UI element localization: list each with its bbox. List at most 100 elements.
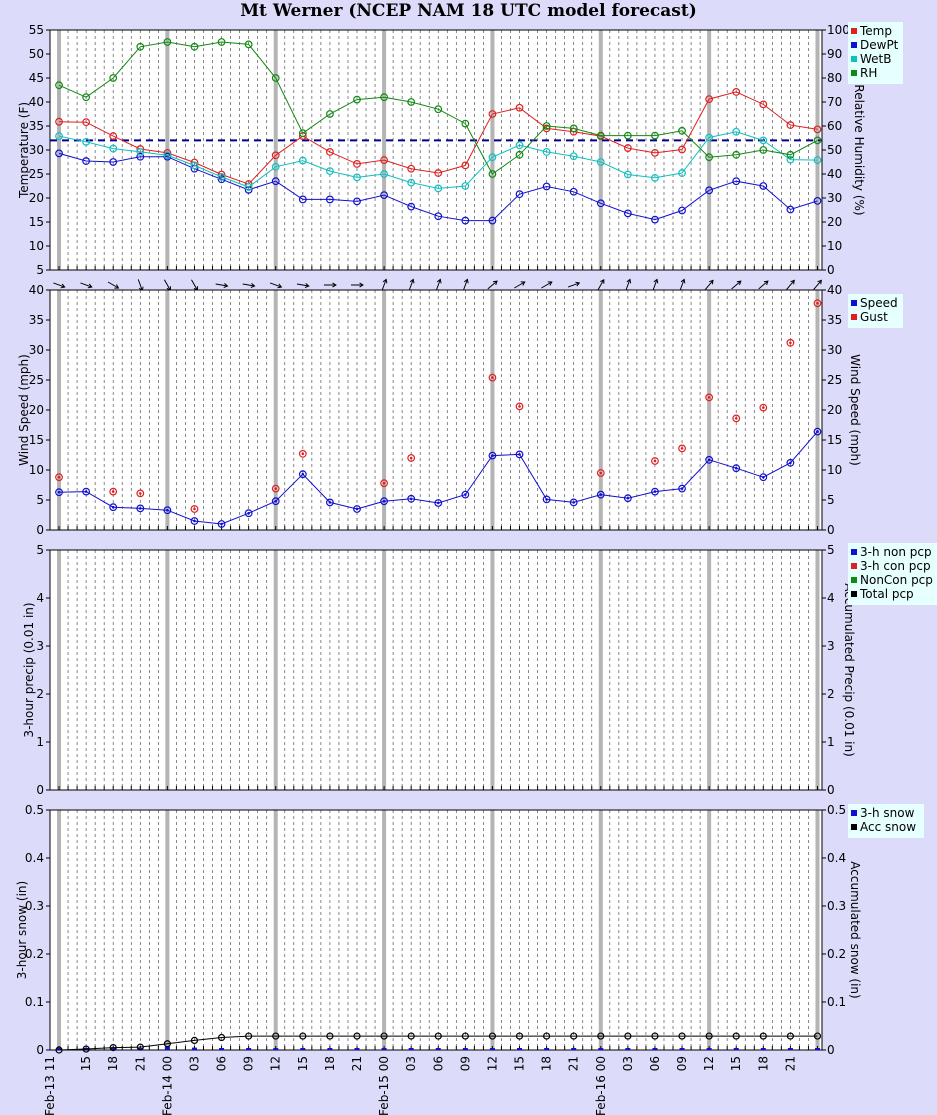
series-point-speed (461, 490, 470, 499)
x-tick-label: Feb-15 00 (377, 1056, 391, 1115)
series-point-wetb (82, 137, 91, 146)
series-point-wetb (407, 178, 416, 187)
wind-arrow-shaft (652, 279, 658, 291)
series-point-speed (623, 494, 632, 503)
y-tick-label-right: 0.5 (827, 803, 846, 817)
series-point-acc-snow (82, 1045, 90, 1053)
y-tick-label-right: 30 (827, 191, 842, 205)
series-point-gust (488, 373, 497, 382)
series-point-acc-snow (597, 1032, 605, 1040)
series-point-wetb (813, 156, 822, 164)
series-point-speed-dot (707, 458, 711, 462)
x-tick-label: 06 (648, 1056, 662, 1071)
y-tick-label-right: 10 (827, 239, 842, 253)
y-axis-label-temp: Temperature (F) (17, 102, 31, 199)
series-point-speed-dot (464, 493, 467, 496)
series-point-speed-dot (409, 497, 413, 501)
series-point-speed (380, 497, 388, 506)
wind-arrow-head (547, 281, 553, 286)
y-axis-label-precip-right: Accumulated Precip (0.01 in) (842, 583, 856, 757)
series-point-speed (759, 473, 768, 482)
series-point-rh (298, 129, 307, 138)
y-tick-label-right: 0.1 (827, 995, 846, 1009)
series-point-dewpt (298, 195, 307, 204)
series-point-speed (542, 495, 551, 504)
x-tick-label: 15 (296, 1056, 310, 1071)
series-point-gust-dot (599, 471, 603, 475)
legend-box-2 (848, 294, 903, 328)
y-tick-label-left: 30 (29, 343, 44, 357)
wind-arrow-shaft (758, 280, 769, 290)
snow-bar (435, 1048, 441, 1050)
series-point-speed (651, 487, 659, 496)
series-point-rh (190, 42, 199, 51)
wind-arrow-shaft (215, 283, 228, 287)
series-point-wetb (651, 173, 659, 182)
y-tick-label-right: 40 (827, 283, 842, 297)
series-point-gust-dot (274, 487, 278, 490)
snow-bar (408, 1048, 414, 1050)
x-tick-label: Feb-14 00 (160, 1056, 174, 1115)
wind-arrow-head (250, 283, 256, 288)
series-point-rh (271, 74, 280, 82)
series-point-speed-dot (111, 505, 115, 509)
x-tick-label: 09 (675, 1056, 689, 1071)
series-point-acc-snow (624, 1032, 632, 1040)
y-tick-label-left: 40 (29, 95, 44, 109)
series-point-acc-snow (245, 1032, 253, 1040)
series-point-rh (380, 93, 388, 102)
y-tick-label-left: 10 (29, 463, 44, 477)
series-point-rh (244, 40, 253, 49)
series-point-speed-dot (57, 490, 61, 494)
series-point-temp (271, 151, 280, 160)
series-point-speed-dot (572, 501, 575, 504)
series-point-acc-snow (217, 1033, 226, 1042)
series-point-speed (515, 450, 524, 459)
y-tick-label-left: 20 (29, 191, 44, 205)
wind-arrow-head (463, 278, 469, 284)
series-point-gust-dot (301, 452, 305, 456)
wind-arrow-head (520, 281, 526, 286)
series-point-rh (623, 131, 632, 140)
series-point-gust (298, 449, 307, 458)
wind-arrow-shaft (731, 280, 742, 290)
plot-area-1 (50, 30, 822, 270)
series-point-dewpt (136, 152, 145, 161)
series-point-dewpt (732, 177, 741, 186)
series-point-dewpt (786, 205, 795, 214)
series-point-speed (732, 464, 741, 473)
series-point-speed (136, 504, 145, 513)
series-point-dewpt (353, 197, 361, 206)
series-point-wetb (298, 156, 307, 165)
series-point-speed-dot (301, 472, 305, 476)
series-point-gust (515, 402, 524, 411)
series-point-acc-snow (705, 1032, 713, 1040)
series-point-wetb (515, 141, 524, 150)
series-point-temp (651, 148, 659, 157)
series-point-gust-dot (491, 376, 494, 379)
series-point-gust-dot (789, 341, 792, 345)
series-point-speed-dot (734, 466, 738, 470)
legend-swatch (851, 300, 857, 306)
series-line-wetb (58, 131, 818, 189)
wind-arrow-shaft (53, 282, 65, 288)
series-point-speed-dot (247, 511, 250, 515)
series-point-rh (488, 170, 497, 178)
series-line-dewpt (58, 152, 818, 222)
series-point-speed (163, 506, 172, 515)
series-point-rh (136, 42, 145, 51)
series-point-speed-dot (518, 453, 521, 456)
x-tick-label: 15 (729, 1056, 743, 1071)
series-point-temp (109, 132, 118, 140)
series-point-dewpt (813, 196, 822, 205)
snow-bar (760, 1048, 766, 1050)
x-tick-label: 15 (79, 1056, 93, 1071)
series-point-speed-dot (193, 519, 196, 523)
series-point-speed-dot (789, 461, 792, 465)
legend-label: Total pcp (859, 587, 914, 601)
series-point-dewpt (515, 190, 524, 199)
wind-arrow-shaft (107, 281, 119, 289)
y-tick-label-left: 30 (29, 143, 44, 157)
y-tick-label-left: 1 (36, 735, 44, 749)
y-tick-label-left: 15 (29, 215, 44, 229)
